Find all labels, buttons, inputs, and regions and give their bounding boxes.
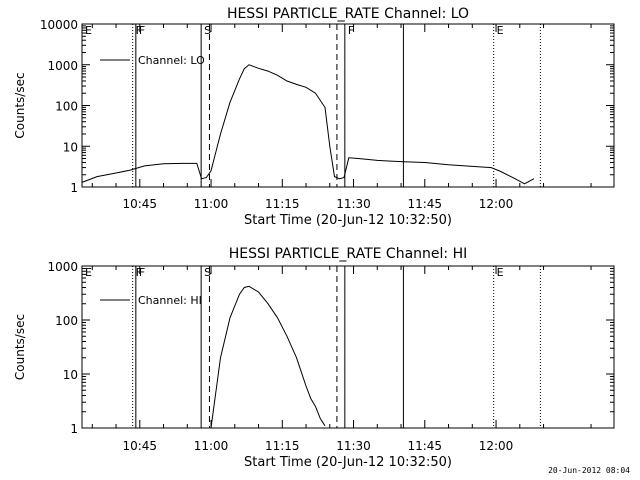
chart-title: HESSI PARTICLE_RATE Channel: HI: [229, 246, 467, 262]
chart-title: HESSI PARTICLE_RATE Channel: LO: [227, 6, 469, 22]
event-marker-label: F: [139, 266, 145, 279]
y-tick-label: 10: [63, 140, 78, 154]
x-tick-label: 12:00: [479, 197, 514, 211]
footer-timestamp: 20-Jun-2012 08:04: [548, 466, 630, 475]
event-marker-label: F: [348, 24, 354, 37]
x-tick-label: 10:45: [122, 439, 157, 453]
legend-label: Channel: HI: [138, 294, 202, 307]
x-tick-label: 10:45: [122, 197, 157, 211]
y-tick-label: 10: [63, 368, 78, 382]
y-tick-label: 1000: [47, 260, 78, 274]
y-tick-label: 100: [55, 314, 78, 328]
event-marker-label: F: [136, 266, 142, 279]
y-tick-label: 1: [70, 422, 78, 436]
plot-frame: [81, 265, 615, 429]
x-tick-label: 11:45: [407, 197, 442, 211]
event-marker-label: E: [85, 24, 92, 37]
x-tick-label: 11:00: [194, 197, 229, 211]
series-line: [81, 64, 535, 185]
x-axis-label: Start Time (20-Jun-12 10:32:50): [244, 213, 452, 228]
event-marker-label: S: [204, 24, 211, 37]
x-tick-label: 11:45: [407, 439, 442, 453]
y-tick-label: 100: [55, 100, 78, 114]
x-tick-label: 11:30: [336, 197, 371, 211]
event-marker-label: E: [497, 24, 504, 37]
legend-label: Channel: LO: [138, 54, 205, 67]
y-axis-label: Counts/sec: [13, 314, 27, 380]
x-tick-label: 11:15: [265, 439, 300, 453]
y-tick-label: 10000: [40, 18, 78, 32]
x-tick-label: 12:00: [479, 439, 514, 453]
x-tick-label: 11:15: [265, 197, 300, 211]
y-tick-label: 1: [70, 181, 78, 195]
x-tick-label: 11:30: [336, 439, 371, 453]
series-line: [210, 285, 326, 429]
y-tick-label: 1000: [47, 59, 78, 73]
event-marker-label: S: [204, 266, 211, 279]
event-marker-label: E: [85, 266, 92, 279]
event-marker-label: E: [497, 266, 504, 279]
x-axis-label: Start Time (20-Jun-12 10:32:50): [244, 455, 452, 470]
event-marker-label: F: [139, 24, 145, 37]
x-tick-label: 11:00: [194, 439, 229, 453]
y-axis-label: Counts/sec: [13, 72, 27, 138]
event-marker-label: F: [136, 24, 142, 37]
